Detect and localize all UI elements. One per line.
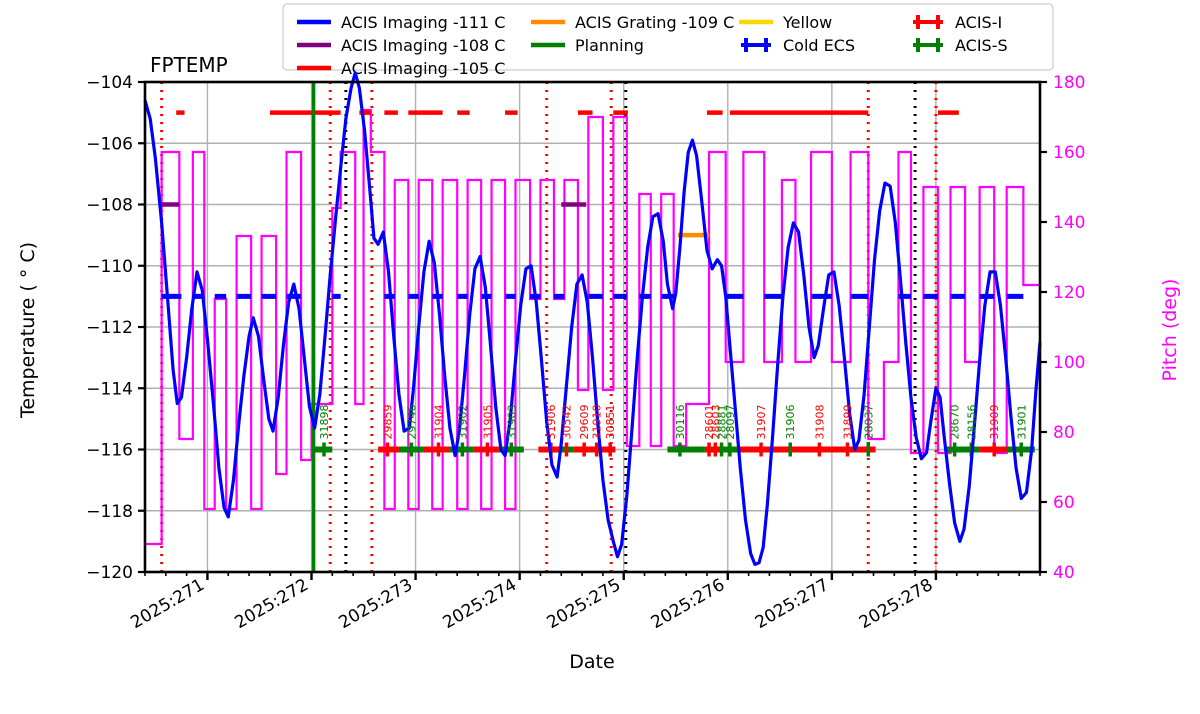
y-tick-label-left: −104 [86,73,133,93]
obsid-label: 28156 [965,405,978,440]
legend-label: ACIS Imaging -108 C [341,36,505,55]
obsid-label: 31901 [1015,405,1028,440]
obsid-label: 31908 [813,405,826,440]
obsid-label: 28037 [862,405,875,440]
obsid-label: 31906 [545,405,558,440]
obsid-label: 28670 [949,405,962,440]
legend-label: ACIS Imaging -105 C [341,59,505,78]
legend-label: Planning [575,36,644,55]
obsid-label: 31906 [784,405,797,440]
limit-lines-layer [161,82,1024,572]
legend-label: Cold ECS [783,36,855,55]
y-axis-label-right: Pitch (deg) [1159,279,1181,382]
y-tick-label-right: 60 [1053,493,1075,513]
temperature-series-line [143,71,1042,566]
obsid-label: 31899 [841,405,854,440]
obsid-label: 31898 [318,405,331,440]
obsid-label: 31902 [456,405,469,440]
legend-item[interactable]: Yellow [739,13,832,32]
legend-item[interactable]: ACIS Imaging -105 C [297,59,505,78]
obsid-label: 31907 [755,405,768,440]
y-tick-label-left: −112 [86,318,133,338]
y-tick-label-left: −108 [86,196,133,216]
obsid-label: 31910 [591,405,604,440]
y-tick-label-left: −114 [86,379,133,399]
y-tick-label-right: 80 [1053,423,1075,443]
y-tick-label-right: 40 [1053,563,1075,583]
obsid-labels: 31898 29859 29746 31904 31902 31905 31903 31906… [318,405,1028,440]
legend-label: ACIS Grating -109 C [575,13,734,32]
y-tick-label-right: 100 [1053,353,1085,373]
legend-label: ACIS-S [955,36,1008,55]
legend-label: Yellow [782,13,832,32]
obsid-label: 29746 [405,405,418,440]
obsid-label: 31904 [432,405,445,440]
obsid-label: 30116 [674,405,687,440]
pitch-line [145,108,1040,546]
obsid-label: 28097 [724,405,737,440]
y-tick-label-right: 140 [1053,213,1085,233]
obsid-label: 31905 [481,405,494,440]
y-tick-label-left: −118 [86,502,133,522]
legend-item[interactable]: ACIS-S [913,36,1008,55]
legend-item[interactable]: ACIS Grating -109 C [531,13,734,32]
legend-item[interactable]: ACIS-I [913,13,1002,32]
y-axis-label-left: Temperature ( ° C) [17,242,39,419]
legend-label: ACIS Imaging -111 C [341,13,505,32]
legend-item[interactable]: Cold ECS [741,36,855,55]
legend-item[interactable]: ACIS Imaging -108 C [297,36,505,55]
obsid-label: 29609 [578,405,591,440]
obsid-instrument-bars [313,442,1035,457]
obsid-label: 30542 [560,405,573,440]
y-tick-label-left: −120 [86,563,133,583]
x-axis-label: Date [569,651,614,673]
obsid-label: 29859 [381,405,394,440]
obsid-label: 31903 [505,405,518,440]
fptemp-line [143,71,1042,566]
y-tick-label-left: −110 [86,257,133,277]
legend-background [282,3,1054,71]
legend-label: ACIS-I [955,13,1002,32]
legend-item[interactable]: ACIS Imaging -111 C [297,13,505,32]
obsid-label: 31909 [988,405,1001,440]
y-tick-label-right: 160 [1053,143,1085,163]
y-tick-label-right: 180 [1053,73,1085,93]
chart-legend: ACIS Imaging -111 C ACIS Imaging -108 C AC… [282,3,1054,78]
obsid-label: 30851 [604,405,617,440]
legend-item[interactable]: Planning [531,36,644,55]
pitch-series-line [145,108,1040,546]
y-tick-label-right: 120 [1053,283,1085,303]
plot-title: FPTEMP [150,53,228,77]
y-tick-label-left: −116 [86,441,133,461]
obsid-label: 28603 [709,405,722,440]
obsid-label: 28881 [716,405,729,440]
y-tick-label-left: −106 [86,134,133,154]
obsid-label: 28601 [703,405,716,440]
